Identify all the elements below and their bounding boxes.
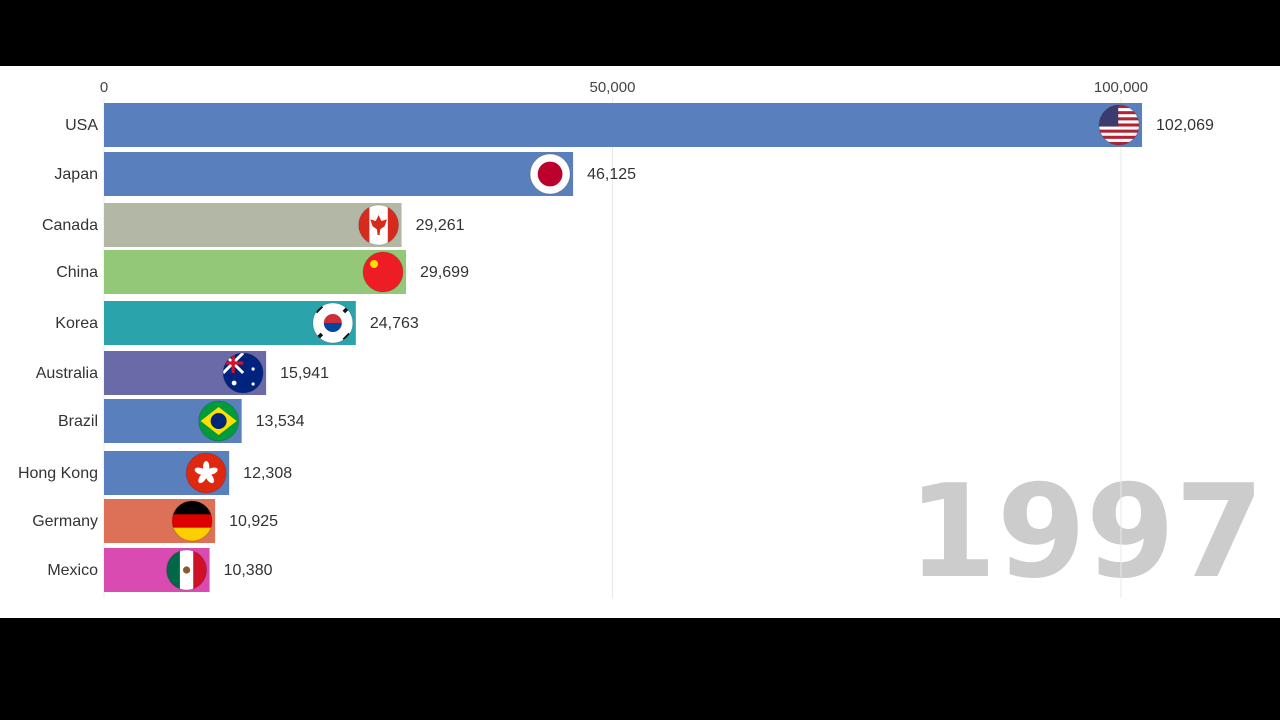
- usa-flag-icon: [1098, 104, 1140, 146]
- value-label: 10,380: [224, 562, 273, 579]
- category-label: Korea: [55, 315, 98, 332]
- bar-group-china: China 29,699: [56, 250, 469, 294]
- bar-group-canada: Canada 29,261: [42, 203, 465, 247]
- value-label: 15,941: [280, 365, 329, 382]
- category-label: Mexico: [47, 562, 98, 579]
- bar-group-korea: Korea 24,763: [55, 301, 419, 345]
- bar: [104, 103, 1143, 147]
- chart-frame: 1997 0 50,000 100,000 USA 102,069 Japan 46,12…: [0, 66, 1280, 618]
- category-label: Germany: [32, 513, 98, 530]
- bar-group-usa: USA 102,069: [65, 103, 1214, 147]
- bar-chart-race: 1997 0 50,000 100,000 USA 102,069 Japan 46,12…: [18, 79, 1264, 607]
- x-tick-label: 100,000: [1094, 79, 1148, 96]
- bar-group-mexico: Mexico 10,380: [47, 548, 273, 592]
- bar-group-australia: Australia 15,941: [36, 351, 329, 395]
- value-label: 24,763: [370, 315, 419, 332]
- korea-flag-icon: [312, 302, 354, 344]
- value-label: 29,261: [416, 217, 465, 234]
- x-axis-ticks: 0 50,000 100,000: [100, 79, 1148, 96]
- japan-flag-icon: [529, 153, 571, 195]
- hong-kong-flag-icon: [185, 452, 227, 494]
- category-label: Brazil: [58, 413, 98, 430]
- value-label: 10,925: [229, 513, 278, 530]
- category-label: Australia: [36, 365, 98, 382]
- value-label: 46,125: [587, 166, 636, 183]
- bar-group-brazil: Brazil 13,534: [58, 399, 305, 443]
- china-flag-icon: [362, 251, 404, 293]
- value-label: 102,069: [1156, 117, 1214, 134]
- bar-group-hong-kong: Hong Kong 12,308: [18, 451, 292, 495]
- mexico-flag-icon: [166, 549, 208, 591]
- bar: [104, 250, 407, 294]
- value-label: 13,534: [256, 413, 305, 430]
- year-label: 1997: [908, 458, 1264, 607]
- germany-flag-icon: [171, 500, 213, 542]
- category-label: Hong Kong: [18, 465, 98, 482]
- category-label: China: [56, 264, 98, 281]
- x-tick-label: 50,000: [590, 79, 636, 96]
- x-tick-label: 0: [100, 79, 108, 96]
- value-label: 29,699: [420, 264, 469, 281]
- bar: [104, 203, 402, 247]
- value-label: 12,308: [243, 465, 292, 482]
- bars: USA 102,069 Japan 46,125 Canada 29,261 China 29…: [18, 103, 1214, 592]
- bar-group-germany: Germany 10,925: [32, 499, 278, 543]
- bar-group-japan: Japan 46,125: [54, 152, 636, 196]
- category-label: Japan: [54, 166, 98, 183]
- brazil-flag-icon: [198, 400, 240, 442]
- category-label: Canada: [42, 217, 98, 234]
- bar: [104, 152, 574, 196]
- category-label: USA: [65, 117, 98, 134]
- australia-flag-icon: [222, 352, 264, 394]
- canada-flag-icon: [358, 204, 400, 246]
